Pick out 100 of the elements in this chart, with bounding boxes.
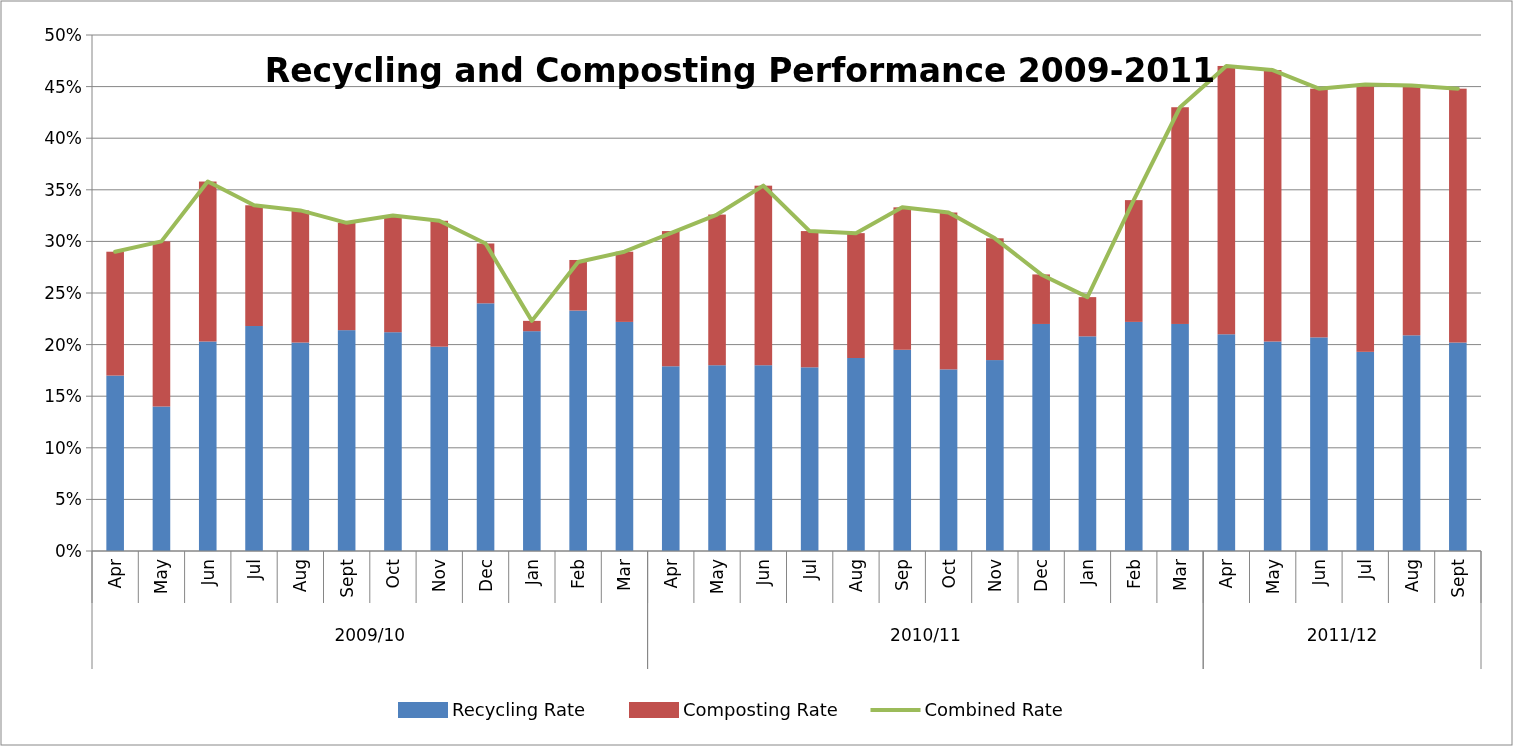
- x-tick-label: Jan: [521, 559, 542, 587]
- x-tick-label: Aug: [290, 559, 311, 593]
- x-tick-label: May: [151, 559, 172, 595]
- x-tick-label: Dec: [475, 559, 496, 592]
- bar: [800, 367, 819, 551]
- bar: [1078, 297, 1097, 337]
- bar: [106, 375, 124, 551]
- x-tick-label: Oct: [938, 558, 959, 589]
- bar: [1310, 88, 1328, 338]
- bar: [152, 406, 171, 551]
- bar: [893, 207, 912, 350]
- bar: [1217, 65, 1236, 335]
- bar: [384, 332, 402, 551]
- bar: [1217, 334, 1236, 551]
- bar: [1171, 107, 1189, 324]
- y-tick-label: 10%: [44, 437, 82, 458]
- bar: [893, 349, 912, 551]
- bar: [106, 251, 124, 376]
- legend-label: Combined Rate: [924, 699, 1063, 720]
- x-tick-label: Jun: [1308, 559, 1329, 587]
- bar: [476, 243, 495, 304]
- x-tick-label: Apr: [1216, 559, 1237, 589]
- bar: [1263, 70, 1282, 342]
- legend-label: Recycling Rate: [452, 699, 586, 720]
- bar: [661, 366, 680, 551]
- x-tick-label: Aug: [1401, 559, 1422, 593]
- text: 2009/10: [334, 625, 406, 645]
- bar: [245, 205, 263, 327]
- x-tick-label: Mar: [614, 558, 635, 592]
- x-tick-label: Nov: [984, 559, 1005, 593]
- x-tick-label: Jul: [244, 559, 264, 581]
- bar: [569, 310, 587, 551]
- x-tick-label: Apr: [660, 559, 681, 589]
- x-tick-label: Aug: [845, 559, 866, 593]
- bar: [291, 210, 310, 343]
- x-tick-label: Sept: [336, 558, 357, 598]
- bar: [337, 330, 356, 551]
- bar: [523, 331, 541, 551]
- x-tick-label: Sep: [892, 559, 913, 592]
- text: Recycling and Composting Performance 2009-2011: [264, 51, 1216, 90]
- bar: [1356, 84, 1375, 352]
- y-tick-label: 40%: [44, 128, 82, 149]
- x-tick-label: May: [1262, 559, 1283, 595]
- bar: [1032, 323, 1050, 551]
- bar: [847, 233, 865, 359]
- x-tick-label: Sept: [1447, 558, 1468, 598]
- x-tick-label: Jul: [799, 559, 820, 581]
- x-tick-label: May: [707, 559, 727, 595]
- y-tick-label: 25%: [44, 282, 82, 303]
- bar: [1263, 341, 1282, 551]
- bar: [245, 326, 263, 551]
- bar: [337, 222, 356, 331]
- bar: [1356, 351, 1375, 551]
- bar: [754, 365, 773, 551]
- bar: [384, 215, 402, 333]
- bar: [1171, 323, 1189, 551]
- bar: [939, 369, 958, 551]
- bar: [939, 212, 958, 370]
- x-tick-label: Jun: [197, 559, 218, 587]
- bar: [1124, 200, 1143, 322]
- y-tick-label: 45%: [44, 76, 82, 97]
- bar: [569, 259, 587, 311]
- bar: [523, 320, 541, 332]
- bar: [1032, 274, 1050, 324]
- bar: [661, 231, 680, 367]
- x-tick-label: Feb: [568, 559, 589, 590]
- bar: [1449, 342, 1467, 551]
- y-tick-label: 30%: [44, 231, 82, 252]
- x-tick-label: Oct: [382, 558, 403, 589]
- x-tick-label: Jan: [1077, 559, 1098, 587]
- x-tick-label: Feb: [1123, 559, 1144, 590]
- bar: [291, 342, 310, 551]
- x-tick-label: Nov: [429, 559, 450, 593]
- bar: [1310, 337, 1328, 551]
- bar: [198, 181, 217, 342]
- y-tick-label: 5%: [55, 489, 82, 510]
- x-tick-label: Mar: [1170, 558, 1190, 592]
- bar: [430, 220, 449, 347]
- bar: [476, 303, 495, 551]
- x-tick-label: Jun: [753, 559, 774, 587]
- bar: [1449, 88, 1467, 343]
- bar: [986, 360, 1004, 551]
- text: 2010/11: [890, 625, 961, 645]
- bar: [615, 321, 634, 551]
- bar: [1078, 336, 1097, 551]
- bar: [430, 346, 449, 551]
- y-tick-label: 35%: [44, 179, 82, 200]
- x-tick-label: Apr: [105, 559, 126, 589]
- bar: [1402, 335, 1421, 551]
- bar: [1402, 85, 1421, 336]
- bar: [615, 251, 634, 322]
- bar: [847, 358, 865, 551]
- bar: [800, 231, 819, 368]
- bar: [1124, 321, 1143, 551]
- bar: [198, 341, 217, 551]
- bar: [754, 185, 773, 366]
- text: 2011/12: [1306, 625, 1378, 645]
- legend-label: Composting Rate: [683, 699, 838, 720]
- y-tick-label: 15%: [44, 386, 82, 407]
- y-tick-label: 50%: [44, 24, 82, 45]
